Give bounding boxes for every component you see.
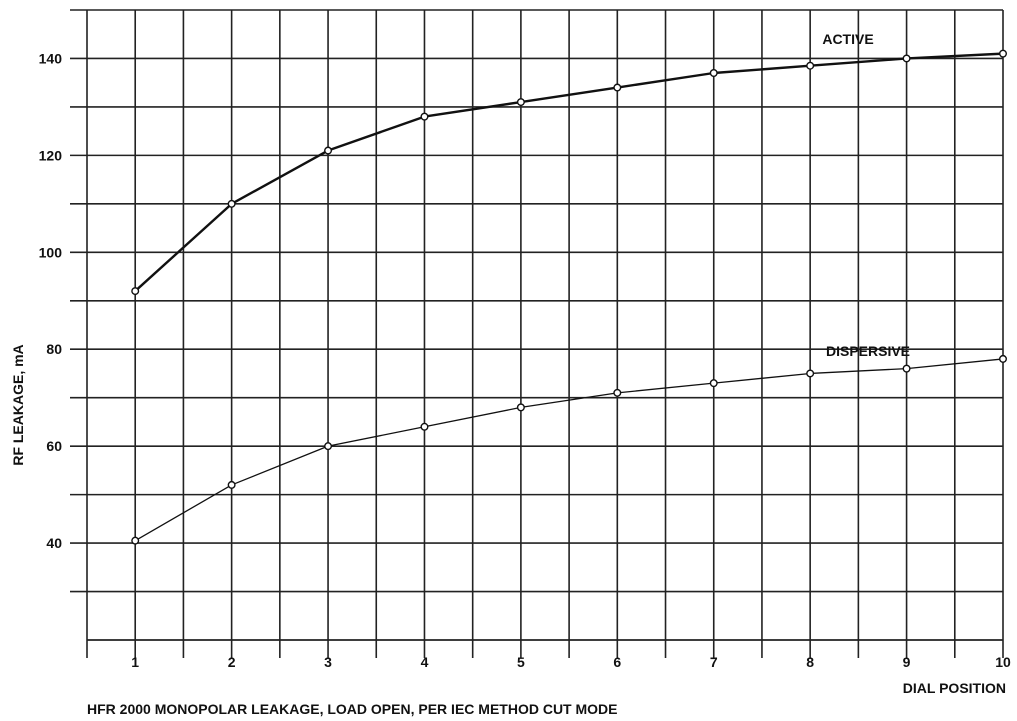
series-label-dispersive: DISPERSIVE xyxy=(826,343,910,359)
y-tick-label: 80 xyxy=(46,341,62,357)
data-point-active xyxy=(902,54,911,63)
data-point-dispersive xyxy=(613,388,622,397)
x-tick-label: 8 xyxy=(806,654,814,670)
y-tick-label: 100 xyxy=(39,244,63,260)
data-point-dispersive xyxy=(420,422,429,431)
tick-labels: 1 2 3 4 5 6 7 8 9 10 40 60 80 100 120 140 xyxy=(39,50,1011,670)
series-layer xyxy=(131,49,1008,545)
data-point-active xyxy=(999,49,1008,58)
y-tick-label: 60 xyxy=(46,438,62,454)
data-point-dispersive xyxy=(902,364,911,373)
data-point-dispersive xyxy=(806,369,815,378)
data-point-dispersive xyxy=(324,442,333,451)
data-point-dispersive xyxy=(131,536,140,545)
x-tick-label: 4 xyxy=(421,654,429,670)
data-point-active xyxy=(516,98,525,107)
y-axis-label: RF LEAKAGE, mA xyxy=(10,344,26,465)
y-tick-label: 140 xyxy=(39,50,63,66)
data-point-dispersive xyxy=(516,403,525,412)
data-point-active xyxy=(420,112,429,121)
data-point-dispersive xyxy=(999,354,1008,363)
y-tick-label: 120 xyxy=(39,147,63,163)
data-point-active xyxy=(806,61,815,70)
x-tick-label: 6 xyxy=(613,654,621,670)
x-tick-label: 7 xyxy=(710,654,718,670)
data-point-active xyxy=(709,68,718,77)
x-tick-label: 5 xyxy=(517,654,525,670)
x-tick-label: 10 xyxy=(995,654,1011,670)
data-point-dispersive xyxy=(709,379,718,388)
data-point-active xyxy=(131,287,140,296)
data-point-active xyxy=(613,83,622,92)
y-tick-label: 40 xyxy=(46,535,62,551)
chart-title: HFR 2000 MONOPOLAR LEAKAGE, LOAD OPEN, P… xyxy=(87,701,618,717)
grid-lines xyxy=(86,9,1004,641)
x-tick-label: 9 xyxy=(903,654,911,670)
data-point-active xyxy=(227,199,236,208)
data-point-dispersive xyxy=(227,480,236,489)
x-tick-label: 1 xyxy=(131,654,139,670)
x-tick-label: 2 xyxy=(228,654,236,670)
series-line-active xyxy=(134,52,1004,292)
x-tick-label: 3 xyxy=(324,654,332,670)
x-axis-label: DIAL POSITION xyxy=(903,680,1006,696)
series-label-active: ACTIVE xyxy=(822,31,873,47)
series-line-dispersive xyxy=(134,358,1004,542)
data-point-active xyxy=(324,146,333,155)
axis-ticks xyxy=(70,9,1004,658)
